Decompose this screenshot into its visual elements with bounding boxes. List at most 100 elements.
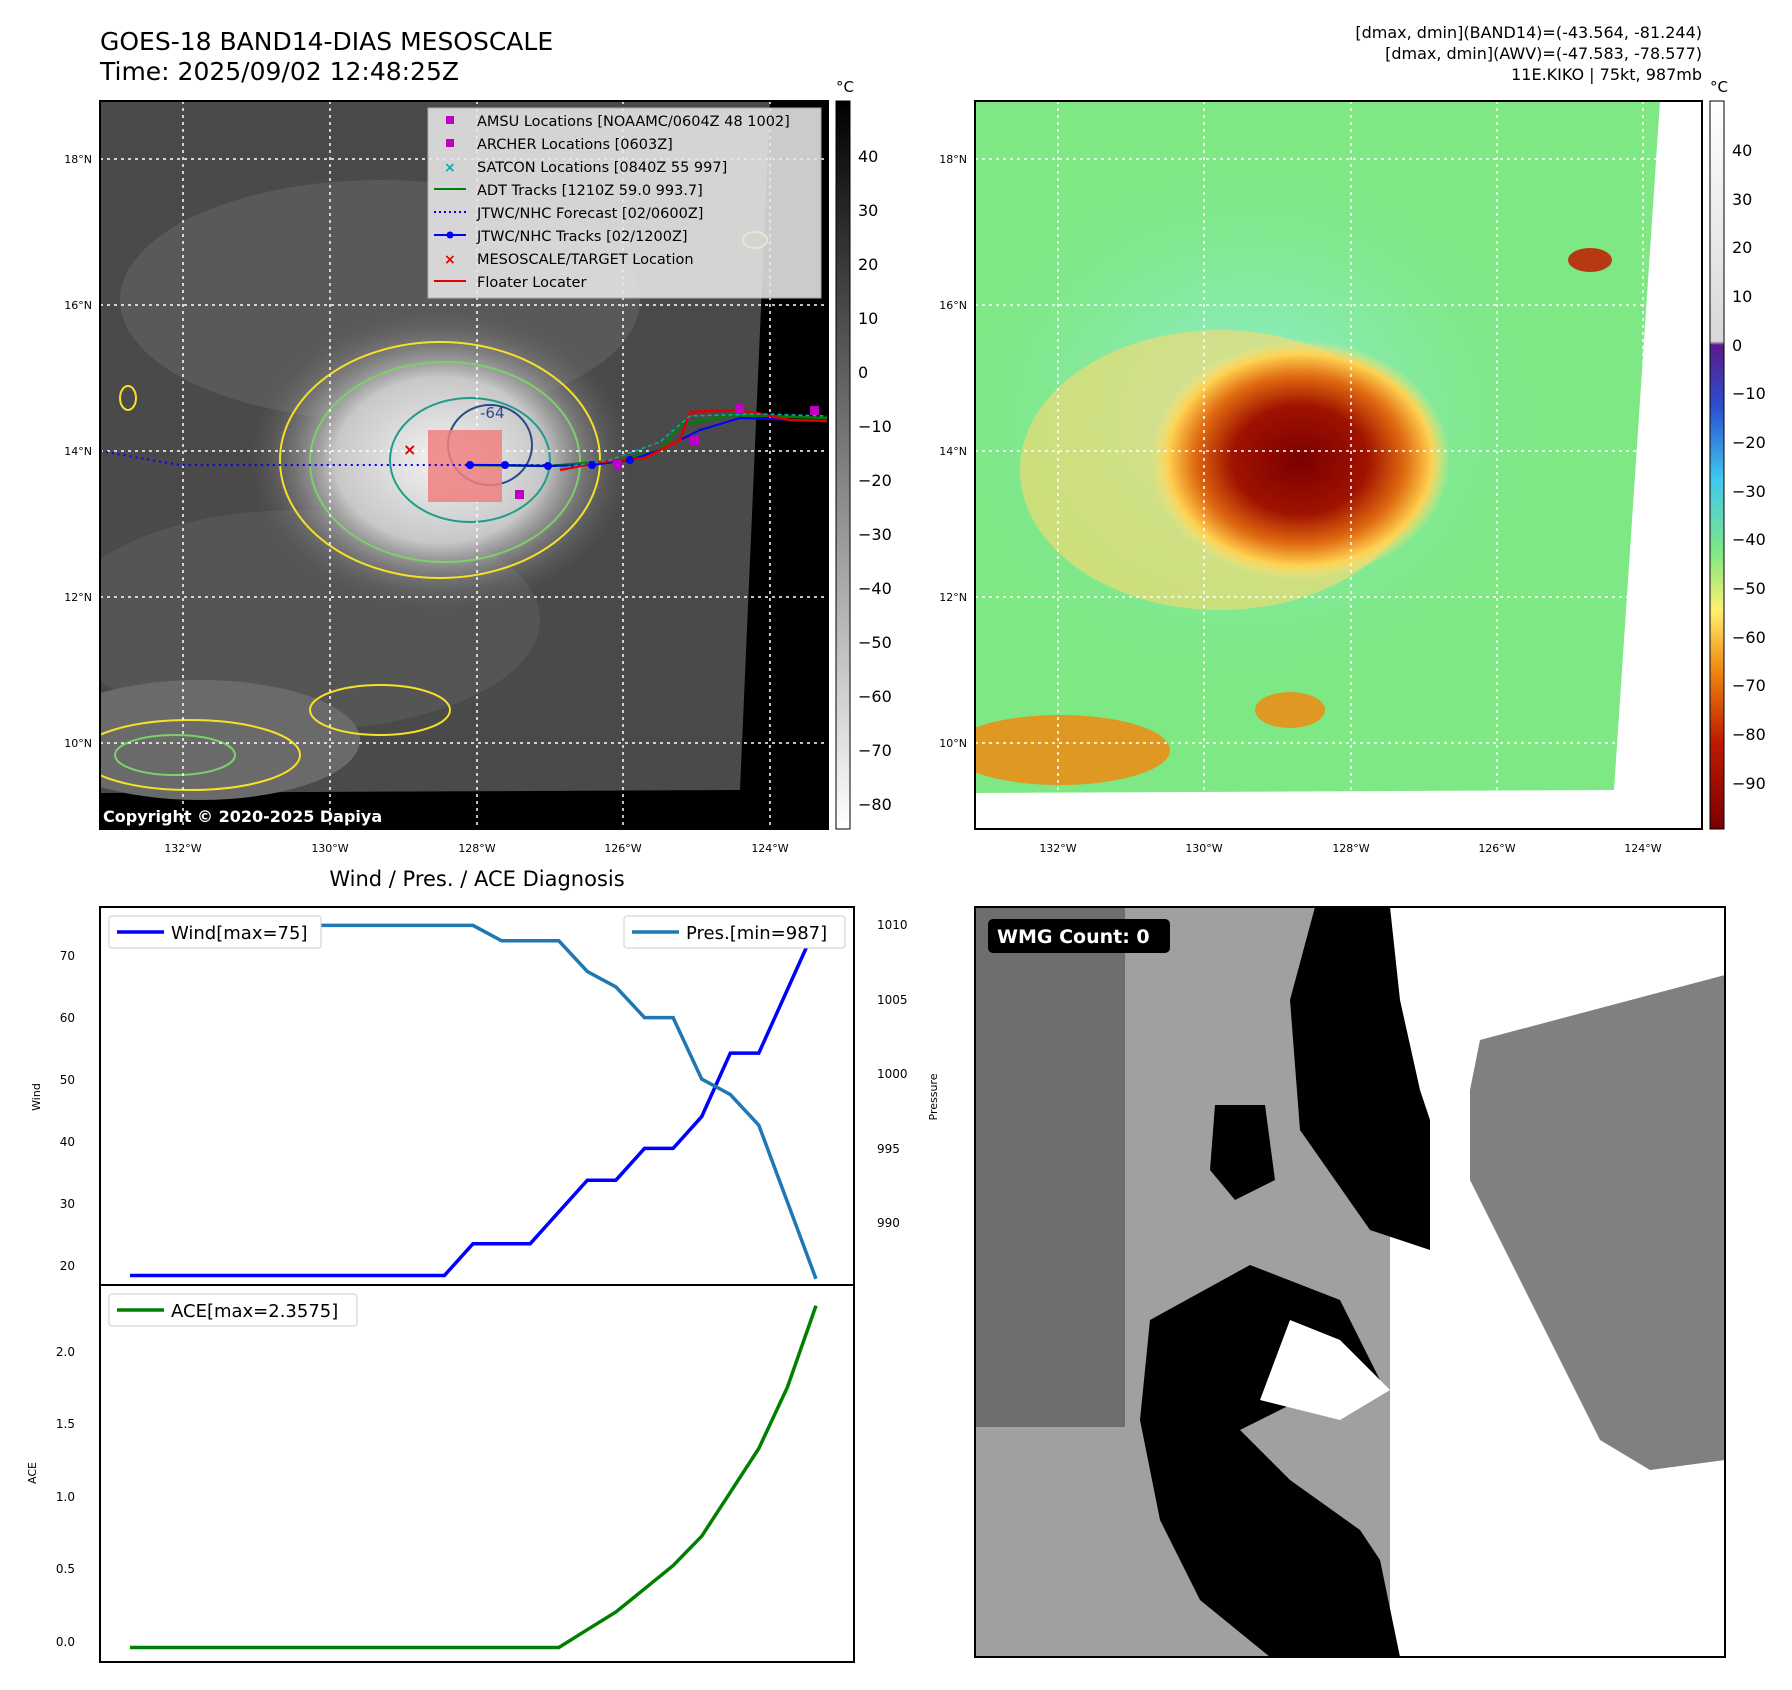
legend-label-mesoscale: MESOSCALE/TARGET Location <box>477 252 694 268</box>
legend-label-jtwc: JTWC/NHC Tracks [02/1200Z] <box>476 229 688 245</box>
figure-title: GOES-18 BAND14-DIAS MESOSCALE <box>100 27 553 56</box>
wind-tick-label: 20 <box>60 1259 75 1273</box>
ace-tick-labels: 2.0 1.5 1.0 0.5 0.0 <box>56 1345 75 1649</box>
pressure-tick-label: 990 <box>877 1216 900 1230</box>
ir-cb-tick: 0 <box>858 363 868 382</box>
color-cb-tick: −10 <box>1732 384 1766 403</box>
ace-legend: ACE[max=2.3575] <box>108 1293 358 1327</box>
wind-tick-label: 40 <box>60 1135 75 1149</box>
color-lon-label: 132°W <box>1039 842 1076 855</box>
color-lat-label: 18°N <box>939 153 967 166</box>
ir-contour-outer <box>279 341 601 579</box>
color-cb-tick: −30 <box>1732 482 1766 501</box>
ir-contour-mid <box>309 361 581 563</box>
ir-lon-label: 132°W <box>164 842 201 855</box>
legend-label-satcon: SATCON Locations [0840Z 55 997] <box>477 160 727 176</box>
wind-tick-label: 60 <box>60 1011 75 1025</box>
legend-marker-amsu <box>446 116 454 124</box>
ir-lat-label: 10°N <box>64 737 92 750</box>
color-map-s-cloud <box>1255 692 1325 728</box>
color-lat-labels: 18°N 16°N 14°N 12°N 10°N <box>939 153 967 750</box>
color-colorbar <box>1709 100 1725 830</box>
color-lat-label: 10°N <box>939 737 967 750</box>
ir-map-panel: -64 <box>64 78 892 855</box>
ir-cb-tick: 10 <box>858 309 878 328</box>
pressure-legend-box <box>623 915 846 949</box>
ir-colorbar-ticks: 40 30 20 10 0 −10 −20 −30 −40 −50 −60 −7… <box>858 147 892 814</box>
ir-cb-tick: −10 <box>858 417 892 436</box>
ir-legend: × × AMSU Locations [NOAAMC/0604Z 48 1002… <box>427 107 822 299</box>
wmg-black-blob <box>1210 1105 1275 1200</box>
info-awv: [dmax, dmin](AWV)=(-47.583, -78.577) <box>1385 44 1702 63</box>
color-cb-tick: −70 <box>1732 676 1766 695</box>
ir-lat-label: 14°N <box>64 445 92 458</box>
pressure-legend: Pres.[min=987] <box>623 915 846 949</box>
ir-lon-labels: 132°W 130°W 128°W 126°W 124°W <box>164 842 788 855</box>
wmg-frame <box>974 906 1726 1658</box>
ace-legend-label: ACE[max=2.3575] <box>171 1301 338 1322</box>
jtwc-track-points <box>466 456 634 470</box>
ace-tick-label: 0.5 <box>56 1562 75 1576</box>
ace-axis-label: ACE <box>26 1462 39 1484</box>
floater-track <box>559 408 828 472</box>
ir-contour-sw-yellow <box>100 719 301 791</box>
wind-tick-label: 50 <box>60 1073 75 1087</box>
info-storm: 11E.KIKO | 75kt, 987mb <box>1511 65 1702 84</box>
wmg-black-north <box>1290 907 1430 1250</box>
color-lon-labels: 132°W 130°W 128°W 126°W 124°W <box>1039 842 1661 855</box>
wind-legend-label: Wind[max=75] <box>171 923 308 944</box>
wind-legend: Wind[max=75] <box>108 915 322 949</box>
color-map-frame <box>974 100 1703 830</box>
ir-contour-s-yellow <box>309 684 451 736</box>
ir-cb-tick: −70 <box>858 741 892 760</box>
ir-colorbar-unit: °C <box>836 78 854 96</box>
color-cb-tick: −40 <box>1732 530 1766 549</box>
color-lat-label: 14°N <box>939 445 967 458</box>
color-map-sw-cloud <box>975 715 1170 785</box>
color-colorbar-unit: °C <box>1710 78 1728 96</box>
svg-text:×: × <box>444 252 456 268</box>
ace-tick-label: 0.0 <box>56 1635 75 1649</box>
legend-label-floater: Floater Locater <box>477 275 586 291</box>
ir-lon-label: 128°W <box>458 842 495 855</box>
ir-colorbar <box>835 100 851 830</box>
color-cb-tick: 10 <box>1732 287 1752 306</box>
color-lon-label: 128°W <box>1332 842 1369 855</box>
wmg-count-badge <box>988 919 1170 953</box>
color-cb-tick: −80 <box>1732 725 1766 744</box>
amsu-markers <box>515 404 819 499</box>
wmg-panel: WMG Count: 0 <box>974 906 1726 1658</box>
color-lat-label: 12°N <box>939 591 967 604</box>
jtwc-track <box>470 416 828 468</box>
ir-cb-tick: 30 <box>858 201 878 220</box>
copyright-label: Copyright © 2020-2025 Dapiya <box>103 807 382 826</box>
wind-axis-label: Wind <box>30 1083 43 1111</box>
ir-lat-labels: 18°N 16°N 14°N 12°N 10°N <box>64 153 92 750</box>
ir-cloud-sw <box>100 680 360 800</box>
ir-map-frame <box>99 100 829 830</box>
color-cb-tick: −90 <box>1732 774 1766 793</box>
wind-tick-labels: 70 60 50 40 30 20 <box>60 949 75 1273</box>
wmg-dark-gray-west <box>975 907 1125 1427</box>
pressure-tick-label: 1000 <box>877 1067 908 1081</box>
figure-time: Time: 2025/09/02 12:48:25Z <box>99 57 459 86</box>
info-band14: [dmax, dmin](BAND14)=(-43.564, -81.244) <box>1355 23 1702 42</box>
ir-cb-tick: −80 <box>858 795 892 814</box>
pressure-tick-label: 995 <box>877 1142 900 1156</box>
svg-text:×: × <box>444 160 456 176</box>
pressure-legend-label: Pres.[min=987] <box>686 923 827 944</box>
wmg-count-label: WMG Count: 0 <box>997 926 1150 948</box>
ir-contour-nw-yellow <box>119 385 137 411</box>
ir-cb-tick: −50 <box>858 633 892 652</box>
color-cb-tick: −60 <box>1732 628 1766 647</box>
color-cb-tick: −50 <box>1732 579 1766 598</box>
ir-contour-sw-green <box>114 734 236 776</box>
legend-marker-jtwc <box>434 231 466 239</box>
wmg-gray-east <box>1470 975 1725 1470</box>
legend-label-adt: ADT Tracks [1210Z 59.0 993.7] <box>477 183 703 199</box>
ir-lat-label: 16°N <box>64 299 92 312</box>
ace-tick-label: 1.0 <box>56 1490 75 1504</box>
ir-contour-label: -64 <box>480 404 505 422</box>
ir-cb-tick: 40 <box>858 147 878 166</box>
